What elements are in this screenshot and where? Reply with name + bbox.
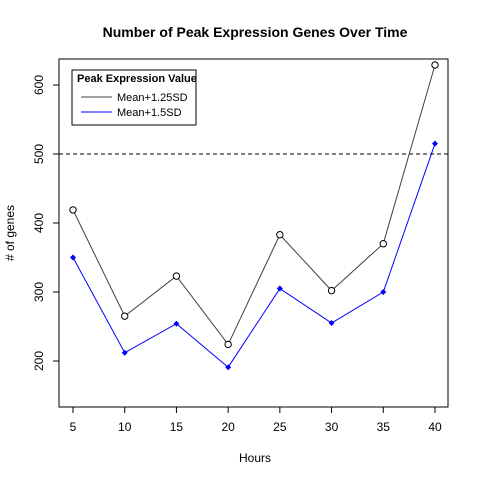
x-tick-label: 35 [377,420,391,434]
series-1-point [276,231,284,239]
series-1-point [379,240,387,248]
legend: Peak Expression Value Mean+1.25SD Mean+1… [71,69,197,126]
x-tick-label: 10 [118,420,132,434]
x-axis-label: Hours [239,451,271,465]
series-line-2 [72,143,436,368]
x-tick-label: 15 [170,420,184,434]
series-layer [69,61,439,371]
series-1-point [327,286,336,295]
x-axis: 5 10 15 20 25 30 35 40 [70,406,442,434]
series-1-point [121,312,129,320]
y-tick-label: 300 [32,282,46,302]
series-2-point [70,254,76,261]
x-tick-label: 30 [325,420,339,434]
y-tick-label: 500 [32,144,46,164]
series-2-point [121,349,128,356]
series-2-point [276,285,283,292]
series-1-point [172,272,181,280]
x-tick-label: 20 [221,420,235,434]
series-1-point [69,206,77,214]
legend-box [71,69,197,126]
series-2-point [380,289,387,295]
series-2-point [328,320,335,327]
x-tick-label: 40 [428,420,442,434]
y-axis: 200 300 400 500 600 [32,75,60,371]
series-1-point [431,61,439,69]
series-1-point [224,340,232,349]
series-2-point [173,320,180,327]
series-2-point [225,364,232,371]
series-2-point [432,140,438,147]
y-axis-label: # of genes [3,205,17,261]
x-tick-label: 5 [70,420,77,434]
series-line-1 [72,64,436,346]
y-tick-label: 600 [32,75,46,95]
legend-title: Peak Expression Value [77,73,197,85]
legend-label-series-1: Mean+1.25SD [117,92,188,104]
y-tick-label: 400 [32,213,46,233]
y-tick-label: 200 [32,351,46,371]
x-tick-label: 25 [273,420,287,434]
legend-label-series-2: Mean+1.5SD [117,107,182,119]
chart-title: Number of Peak Expression Genes Over Tim… [103,24,408,40]
